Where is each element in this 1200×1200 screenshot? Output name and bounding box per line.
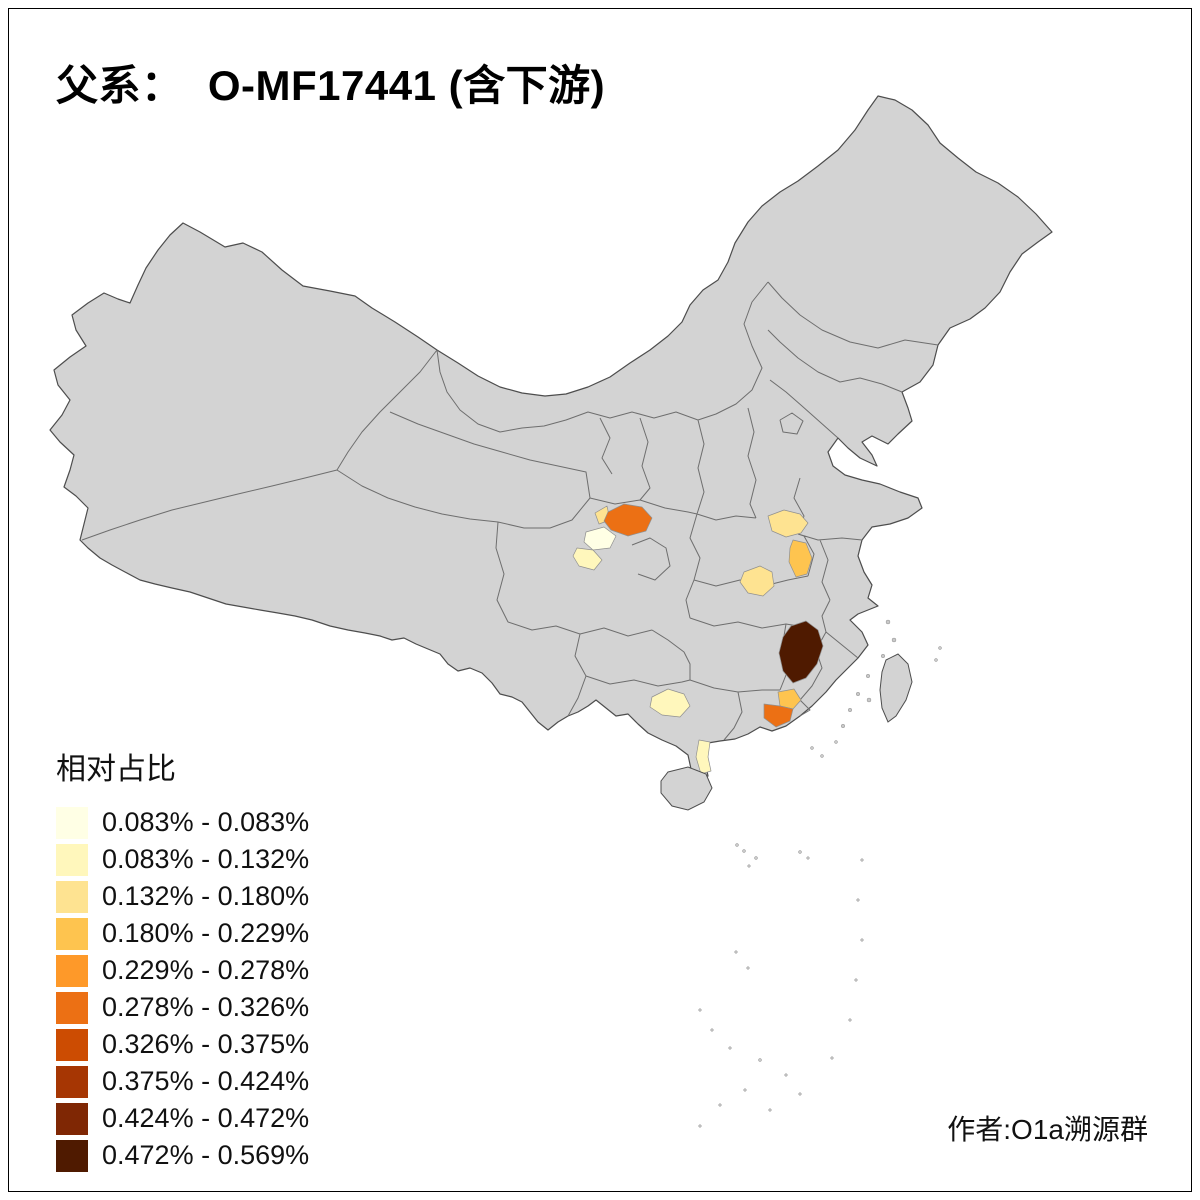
legend-swatch xyxy=(56,880,88,913)
island-dot xyxy=(734,950,738,954)
island-dot xyxy=(847,707,853,713)
highlighted-region xyxy=(695,739,712,775)
legend-row: 0.278% - 0.326% xyxy=(56,989,309,1026)
island-dot xyxy=(742,849,746,853)
legend-label: 0.083% - 0.083% xyxy=(102,807,310,837)
legend-label: 0.278% - 0.326% xyxy=(102,992,310,1022)
page-title: 父系： O-MF17441 (含下游) xyxy=(56,62,606,109)
legend: 相对占比 0.083% - 0.083% 0.083% - 0.132% 0.132… xyxy=(56,744,309,1174)
legend-row: 0.180% - 0.229% xyxy=(56,915,309,952)
island-dot xyxy=(854,978,858,982)
legend-swatch xyxy=(56,806,88,839)
legend-label: 0.180% - 0.229% xyxy=(102,918,310,948)
island-dot xyxy=(784,1073,788,1077)
legend-row: 0.326% - 0.375% xyxy=(56,1026,309,1063)
island-dot xyxy=(830,1056,834,1060)
legend-swatch xyxy=(56,954,88,987)
highlighted-regions xyxy=(572,503,824,775)
island-dot xyxy=(798,1092,802,1096)
legend-label: 0.424% - 0.472% xyxy=(102,1103,310,1133)
island-dot xyxy=(698,1124,702,1128)
island-dot xyxy=(798,850,802,854)
island-dot xyxy=(735,843,739,847)
legend-swatch xyxy=(56,1065,88,1098)
legend-row: 0.229% - 0.278% xyxy=(56,952,309,989)
island-dot xyxy=(840,723,846,729)
legend-row: 0.424% - 0.472% xyxy=(56,1100,309,1137)
highlighted-region xyxy=(603,503,653,537)
legend-row: 0.083% - 0.083% xyxy=(56,804,309,841)
highlighted-region xyxy=(788,539,813,578)
legend-row: 0.472% - 0.569% xyxy=(56,1137,309,1174)
island-dot xyxy=(768,1108,772,1112)
island-dot xyxy=(938,646,942,650)
island-dot xyxy=(934,658,938,662)
hainan-island xyxy=(660,766,713,811)
island-dot xyxy=(860,938,864,942)
legend-row: 0.375% - 0.424% xyxy=(56,1063,309,1100)
island-dot xyxy=(880,653,886,659)
island-dot xyxy=(855,691,861,697)
highlighted-region xyxy=(778,620,824,684)
legend-label: 0.472% - 0.569% xyxy=(102,1140,310,1170)
highlighted-region xyxy=(583,526,617,551)
highlighted-region xyxy=(763,703,794,728)
island-dot xyxy=(746,966,750,970)
legend-label: 0.132% - 0.180% xyxy=(102,881,310,911)
legend-rows: 0.083% - 0.083% 0.083% - 0.132% 0.132% - 0… xyxy=(56,804,309,1174)
legend-row: 0.083% - 0.132% xyxy=(56,841,309,878)
highlighted-region xyxy=(572,547,603,571)
island-dot xyxy=(710,1028,714,1032)
legend-swatch xyxy=(56,917,88,950)
legend-swatch xyxy=(56,1028,88,1061)
legend-row: 0.132% - 0.180% xyxy=(56,878,309,915)
legend-label: 0.326% - 0.375% xyxy=(102,1029,310,1059)
island-dot xyxy=(834,740,838,744)
highlighted-region xyxy=(739,565,775,597)
island-dot xyxy=(856,898,860,902)
taiwan-island xyxy=(879,653,913,723)
legend-swatch xyxy=(56,991,88,1024)
legend-title: 相对占比 xyxy=(56,753,176,786)
island-dot xyxy=(865,673,871,679)
island-dot xyxy=(810,746,814,750)
sea-islands xyxy=(698,619,942,1128)
highlighted-region xyxy=(767,509,809,538)
island-dot xyxy=(885,619,891,625)
highlighted-region xyxy=(649,688,691,718)
island-dot xyxy=(806,856,810,860)
island-dot xyxy=(743,1088,747,1092)
island-dot xyxy=(728,1046,732,1050)
island-dot xyxy=(754,856,758,860)
legend-label: 0.083% - 0.132% xyxy=(102,844,310,874)
island-dot xyxy=(758,1058,762,1062)
attribution: 作者:O1a溯源群 xyxy=(947,1114,1148,1145)
island-dot xyxy=(866,697,872,703)
legend-label: 0.375% - 0.424% xyxy=(102,1066,310,1096)
island-dot xyxy=(860,858,864,862)
island-dot xyxy=(747,864,751,868)
legend-swatch xyxy=(56,1139,88,1172)
island-dot xyxy=(848,1018,852,1022)
highlighted-region xyxy=(777,688,802,710)
island-dot xyxy=(698,1008,702,1012)
legend-swatch xyxy=(56,843,88,876)
island-dot xyxy=(718,1103,722,1107)
legend-label: 0.229% - 0.278% xyxy=(102,955,310,985)
legend-swatch xyxy=(56,1102,88,1135)
island-dot xyxy=(891,637,897,643)
island-dot xyxy=(820,754,824,758)
china-mainland xyxy=(49,95,1053,779)
